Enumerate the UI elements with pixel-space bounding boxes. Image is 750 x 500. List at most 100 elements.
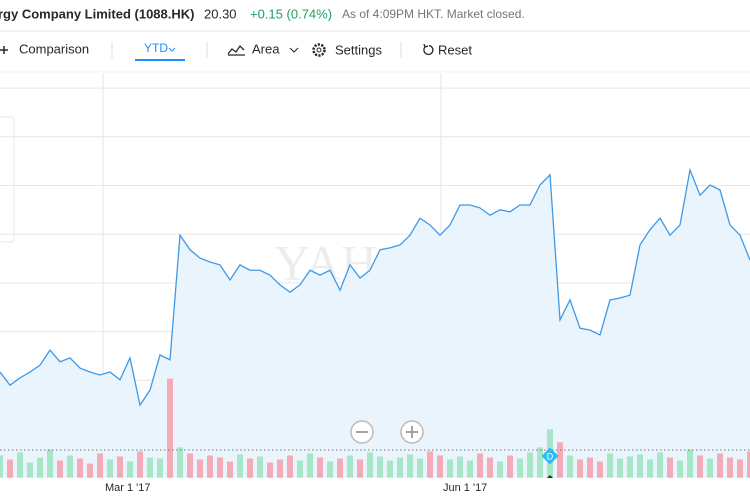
chevron: [289, 47, 299, 53]
volume-bar: [407, 454, 413, 478]
volume-bar: [0, 455, 3, 478]
x-tick-label: Jun 1 '17: [443, 482, 487, 494]
volume-bar: [37, 457, 43, 478]
volume-bar: [577, 459, 583, 478]
volume-bar: [467, 460, 473, 478]
volume-bar: [697, 455, 703, 478]
volume-bar: [307, 453, 313, 478]
settings-label: Settings: [335, 42, 382, 57]
company-title: rgy Company Limited (1088.HK): [0, 6, 195, 21]
volume-bar: [127, 461, 133, 478]
gear-icon: [316, 47, 322, 53]
volume-bar: [557, 442, 563, 478]
comparison-button[interactable]: Comparison: [0, 41, 89, 56]
volume-bar: [687, 449, 693, 478]
volume-bar: [527, 452, 533, 478]
volume-bar: [357, 459, 363, 478]
volume-bar: [317, 457, 323, 478]
volume-bar: [47, 449, 53, 478]
volume-bar: [587, 457, 593, 478]
volume-bar: [167, 378, 173, 478]
volume-bar: [337, 458, 343, 478]
volume-bar: [447, 459, 453, 478]
volume-bar: [197, 459, 203, 478]
volume-bar: [667, 457, 673, 478]
reset-icon: [423, 43, 434, 56]
volume-bar: [617, 458, 623, 478]
volume-bar: [247, 458, 253, 478]
volume-bar: [27, 462, 33, 478]
volume-bar: [187, 453, 193, 478]
volume-bar: [537, 447, 543, 478]
volume-bar: [17, 452, 23, 478]
volume-bar: [297, 460, 303, 478]
price: 20.30: [204, 6, 237, 21]
x-tick-label: Mar 1 '17: [105, 482, 151, 494]
volume-bar: [717, 453, 723, 478]
volume-bar: [727, 457, 733, 478]
reset-button[interactable]: Reset: [423, 42, 472, 57]
volume-bar: [737, 459, 743, 478]
volume-bar: [517, 458, 523, 478]
volume-bar: [707, 458, 713, 478]
volume-bar: [157, 458, 163, 478]
reset-label: Reset: [438, 42, 472, 57]
volume-bar: [177, 447, 183, 478]
area-icon: [227, 44, 245, 56]
range-label: YTD: [144, 41, 168, 55]
volume-bar: [657, 452, 663, 478]
side-panel: [0, 116, 15, 243]
volume-bar: [107, 459, 113, 478]
dividend-marker: [541, 447, 559, 465]
chart-style-button[interactable]: Area: [227, 41, 299, 56]
price-line: [0, 167, 750, 407]
gear-icon: [312, 43, 326, 57]
volume-bar: [267, 462, 273, 478]
volume-bar: [97, 453, 103, 478]
volume-bar: [367, 452, 373, 478]
volume-bar: [427, 451, 433, 478]
chevron: [168, 47, 176, 52]
volume-bar: [117, 456, 123, 478]
volume-bar: [57, 460, 63, 478]
dividend-label: D: [547, 451, 554, 461]
volume-bar: [647, 459, 653, 478]
volume-bar: [497, 461, 503, 478]
volume-bar: [377, 456, 383, 478]
volume-bar: [487, 457, 493, 478]
volume-bar: [597, 461, 603, 478]
volume-bar: [347, 455, 353, 478]
volume-bar: [327, 461, 333, 478]
volume-bar: [477, 453, 483, 478]
zoom-out-button[interactable]: [350, 420, 374, 444]
comparison-label: Comparison: [19, 41, 89, 56]
volume-bar: [137, 451, 143, 478]
volume-bar: [387, 460, 393, 478]
volume-bar: [457, 456, 463, 478]
plot: YAHOO!FINANCE: [0, 73, 750, 478]
volume-bar: [567, 455, 573, 478]
volume-bar: [277, 459, 283, 478]
volume-bar: [417, 458, 423, 478]
volume-bar: [747, 451, 750, 478]
volume-bar: [87, 463, 93, 478]
zoom-in-button[interactable]: [400, 420, 424, 444]
volume-bar: [237, 454, 243, 478]
chart-style-label: Area: [252, 41, 280, 56]
volume-bar: [437, 455, 443, 478]
marker-pointer: [547, 475, 553, 478]
range-button[interactable]: YTD: [135, 41, 185, 61]
price-change: +0.15 (0.74%): [250, 6, 332, 21]
settings-button[interactable]: Settings: [312, 42, 383, 57]
volume-bar: [677, 460, 683, 478]
volume-bar: [397, 457, 403, 478]
market-status: As of 4:09PM HKT. Market closed.: [342, 7, 525, 21]
volume-bar: [207, 455, 213, 478]
volume-bar: [607, 453, 613, 478]
volume-bar: [227, 461, 233, 478]
volume-bar: [627, 456, 633, 478]
overlay: Mar 1 '17 Jun 1 '17 D: [105, 447, 559, 494]
volume-bar: [507, 455, 513, 478]
